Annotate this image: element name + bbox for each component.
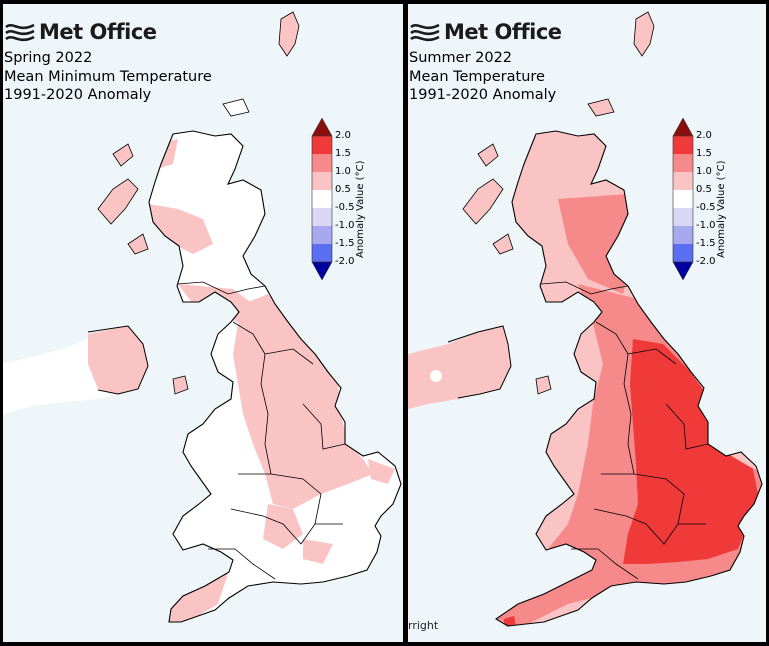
tick-label: -0.5 [335,202,355,213]
colorbar-title: Anomaly Value (°C) [716,160,727,258]
met-office-logo: Met Office [5,20,157,44]
spring-map-panel: Met Office Spring 2022 Mean Minimum Temp… [3,4,403,642]
anomaly-colorbar: 2.0 1.5 1.0 0.5 -0.5 -1.0 -1.5 -2.0 Anom… [309,116,389,281]
tick-label: -1.0 [335,220,355,231]
map-title-baseline: 1991-2020 Anomaly [4,87,152,103]
tick-label: 2.0 [335,130,351,141]
map-title-block: Summer 2022 Mean Temperature 1991-2020 A… [409,49,556,105]
brand-name: Met Office [444,20,562,44]
ireland-landmass [3,325,149,414]
tick-label: -2.0 [335,256,355,267]
map-title-variable: Mean Minimum Temperature [4,68,212,85]
copyright-text: rright [408,619,439,632]
tick-label: -1.5 [696,238,716,249]
tick-label: 0.5 [335,184,351,195]
western-isles [462,143,552,395]
western-isles [97,143,189,395]
summer-map-panel: Met Office Summer 2022 Mean Temperature … [408,4,766,642]
colorbar-swatches [311,117,333,281]
northern-isles [222,11,300,117]
tick-label: 1.0 [335,166,351,177]
tick-label: 2.0 [696,130,712,141]
map-title-season: Spring 2022 [4,50,93,66]
tick-label: 1.5 [335,148,351,159]
northern-isles [587,11,655,117]
map-title-variable: Mean Temperature [409,68,545,85]
anomaly-colorbar: 2.0 1.5 1.0 0.5 -0.5 -1.0 -1.5 -2.0 Anom… [670,116,750,281]
met-office-wave-icon [5,23,35,42]
great-britain-landmass [494,130,763,627]
tick-label: -2.0 [696,256,716,267]
great-britain-landmass [148,130,402,623]
tick-label: -1.5 [335,238,355,249]
tick-label: -0.5 [696,202,716,213]
summer-uk-map [408,11,763,627]
spring-uk-map [3,11,402,623]
colorbar-title: Anomaly Value (°C) [355,160,366,258]
map-title-block: Spring 2022 Mean Minimum Temperature 199… [4,49,212,105]
tick-label: -1.0 [696,220,716,231]
map-title-season: Summer 2022 [409,50,513,66]
ireland-landmass [408,325,512,409]
tick-label: 1.0 [696,166,712,177]
tick-label: 1.5 [696,148,712,159]
map-title-baseline: 1991-2020 Anomaly [409,87,557,103]
met-office-wave-icon [410,23,440,42]
met-office-logo: Met Office [410,20,562,44]
colorbar-swatches [672,117,694,281]
brand-name: Met Office [39,20,157,44]
tick-label: 0.5 [696,184,712,195]
